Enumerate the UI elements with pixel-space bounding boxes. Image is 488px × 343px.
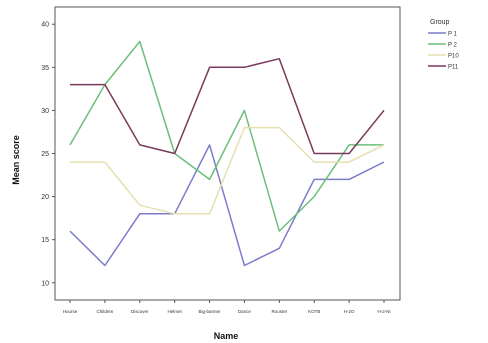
x-tick-label: Helmet	[168, 309, 183, 314]
x-tick-label: Rooster	[271, 309, 287, 314]
y-axis: 10 15 20 25 30 35 40	[41, 22, 55, 287]
y-axis-title: Mean score	[11, 135, 21, 185]
series-line-3	[70, 126, 385, 215]
x-tick-label: H-2O	[344, 309, 355, 314]
legend-label: P 2	[448, 43, 458, 49]
x-tick-label: Discover	[131, 309, 149, 314]
x-tick-label: Children	[97, 309, 114, 314]
x-tick-label: H-2-Ni	[378, 309, 391, 314]
legend-title: Group	[430, 19, 450, 26]
y-tick-label: 10	[41, 280, 49, 287]
series-line-2	[69, 40, 384, 232]
y-tick-label: 25	[41, 151, 49, 158]
series-layer	[69, 40, 385, 267]
x-tick-label: Dance	[238, 309, 252, 314]
y-tick-label: 30	[41, 108, 49, 115]
y-tick-label: 20	[41, 194, 49, 201]
legend-label: P11	[448, 65, 459, 71]
series-line-4	[70, 57, 385, 155]
y-tick-label: 15	[41, 237, 49, 244]
legend-label: P10	[448, 54, 459, 60]
x-axis: Hourse Children Discover Helmet Big-banner Da…	[63, 300, 391, 314]
x-tick-label: Hourse	[63, 309, 78, 314]
y-tick-label: 40	[41, 22, 49, 29]
x-tick-label: KOTB	[308, 309, 320, 314]
x-tick-label: Big-banner	[199, 309, 222, 314]
x-axis-title: Name	[214, 331, 239, 341]
legend: Group P 1 P 2 P10 P11	[428, 19, 459, 71]
series-line-1	[69, 144, 385, 267]
legend-label: P 1	[448, 32, 458, 38]
y-tick-label: 35	[41, 65, 49, 72]
